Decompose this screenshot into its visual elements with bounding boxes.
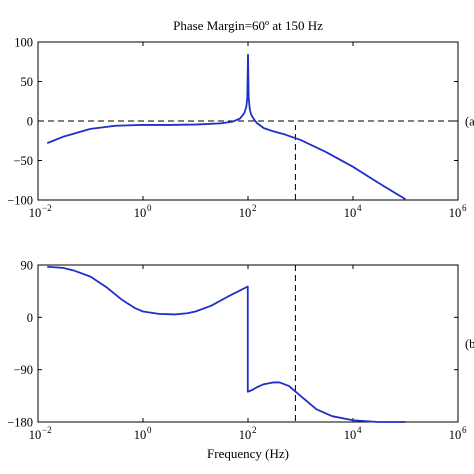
- x-tick-label: 10 2: [239, 203, 257, 220]
- x-tick-exponent: 2: [252, 203, 257, 213]
- panel-label: (a: [465, 115, 474, 129]
- x-tick-base: 10: [449, 428, 462, 442]
- x-tick-exponent: 4: [357, 203, 362, 213]
- x-tick-label: 10 0: [134, 425, 152, 442]
- x-tick-label: 10 −2: [29, 203, 52, 220]
- y-tick-label: −50: [13, 154, 33, 168]
- x-tick-label: 10 2: [239, 425, 257, 442]
- x-tick-label: 10 −2: [29, 425, 52, 442]
- x-tick-base: 10: [29, 206, 42, 220]
- x-tick-label: 10 6: [449, 203, 467, 220]
- x-tick-exponent: 6: [462, 425, 467, 435]
- series-line: [47, 265, 406, 423]
- x-tick-base: 10: [449, 206, 462, 220]
- y-tick-label: 100: [14, 36, 33, 50]
- y-tick-label: 0: [27, 311, 33, 325]
- x-tick-exponent: −2: [42, 425, 52, 435]
- x-tick-label: 10 0: [134, 203, 152, 220]
- x-tick-base: 10: [239, 206, 252, 220]
- x-tick-exponent: 0: [147, 425, 152, 435]
- series-line: [46, 53, 406, 200]
- x-tick-label: 10 4: [344, 425, 362, 442]
- x-tick-base: 10: [134, 428, 147, 442]
- x-tick-base: 10: [134, 206, 147, 220]
- x-tick-exponent: 2: [252, 425, 257, 435]
- y-tick-label: 0: [27, 115, 33, 129]
- x-tick-label: 10 6: [449, 425, 467, 442]
- x-tick-exponent: 6: [462, 203, 467, 213]
- y-tick-label: −90: [13, 363, 33, 377]
- y-tick-label: 50: [21, 75, 34, 89]
- x-tick-label: 10 4: [344, 203, 362, 220]
- x-tick-base: 10: [239, 428, 252, 442]
- x-tick-exponent: 4: [357, 425, 362, 435]
- chart-title: Phase Margin=60º at 150 Hz: [173, 18, 323, 33]
- y-tick-label: 90: [21, 259, 34, 273]
- x-tick-base: 10: [29, 428, 42, 442]
- panel-label: (b: [465, 337, 474, 351]
- y-tick-label: −180: [7, 416, 33, 430]
- y-tick-label: −100: [7, 194, 33, 208]
- x-tick-exponent: 0: [147, 203, 152, 213]
- x-axis-label: Frequency (Hz): [207, 446, 289, 461]
- x-tick-exponent: −2: [42, 203, 52, 213]
- x-tick-base: 10: [344, 206, 357, 220]
- x-tick-base: 10: [344, 428, 357, 442]
